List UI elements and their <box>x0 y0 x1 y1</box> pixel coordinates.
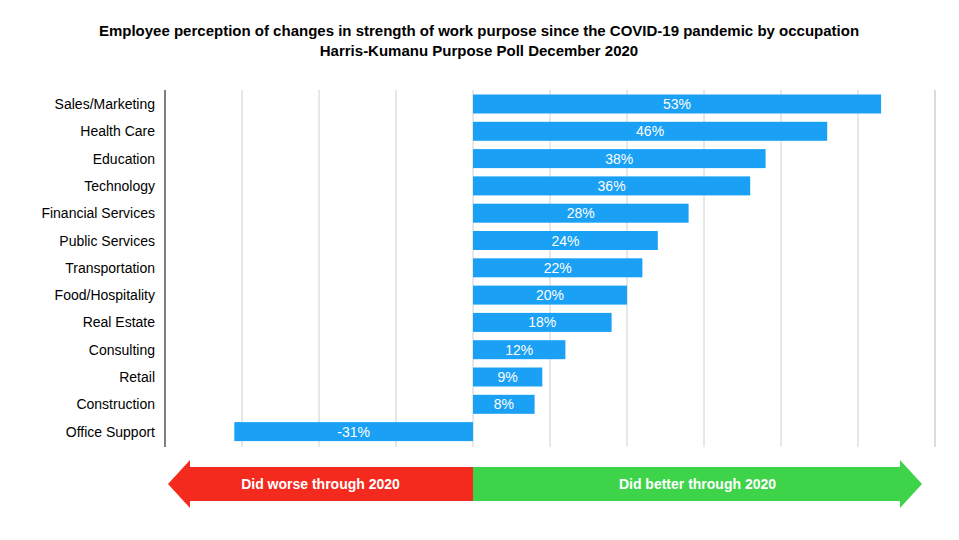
category-label: Technology <box>84 178 155 194</box>
category-label: Education <box>93 151 155 167</box>
data-label: -31% <box>337 424 370 440</box>
category-label: Food/Hospitality <box>55 287 155 303</box>
bar <box>473 258 642 277</box>
bar <box>473 149 766 168</box>
bar <box>473 368 542 387</box>
annotation: Did worse through 2020 <box>241 476 400 492</box>
data-label: 24% <box>551 233 579 249</box>
data-label: 36% <box>598 178 626 194</box>
data-label: 18% <box>528 314 556 330</box>
category-label: Sales/Marketing <box>55 96 155 112</box>
arrow-worse <box>168 460 473 508</box>
labels: Sales/Marketing 53% Health Care 46% Educatio… <box>41 96 691 440</box>
data-label: 8% <box>494 396 514 412</box>
bars <box>234 95 881 442</box>
annotation: Did better through 2020 <box>619 476 776 492</box>
category-label: Transportation <box>65 260 155 276</box>
bar <box>473 95 881 114</box>
bar <box>473 340 565 359</box>
category-label: Office Support <box>66 424 155 440</box>
category-label: Consulting <box>89 342 155 358</box>
axis-line <box>935 90 936 447</box>
arrow-better <box>473 460 922 508</box>
category-label: Health Care <box>80 123 155 139</box>
category-label: Public Services <box>59 233 155 249</box>
grid-line <box>935 90 936 447</box>
bar <box>473 395 535 414</box>
data-label: 38% <box>605 151 633 167</box>
data-label: 12% <box>505 342 533 358</box>
axis-line <box>165 90 166 447</box>
category-label: Real Estate <box>83 314 156 330</box>
category-label: Retail <box>119 369 155 385</box>
bar <box>473 313 612 332</box>
bar <box>473 122 827 141</box>
category-label: Financial Services <box>41 205 155 221</box>
data-label: 28% <box>567 205 595 221</box>
chart: Employee perception of changes in streng… <box>0 0 959 540</box>
grid-line <box>319 90 320 447</box>
title: Employee perception of changes in streng… <box>99 22 859 39</box>
grid-line <box>858 90 859 447</box>
data-label: 46% <box>636 123 664 139</box>
bar <box>473 176 750 195</box>
bar <box>473 231 658 250</box>
category-label: Construction <box>76 396 155 412</box>
bar <box>473 286 627 305</box>
bar <box>234 422 473 441</box>
grid-line <box>704 90 705 447</box>
grid-line <box>242 90 243 447</box>
grid-line <box>165 90 166 447</box>
grid-line <box>781 90 782 447</box>
subtitle: Harris-Kumanu Purpose Poll December 2020 <box>320 42 638 59</box>
bar <box>473 204 689 223</box>
data-label: 20% <box>536 287 564 303</box>
data-label: 53% <box>663 96 691 112</box>
grid-line <box>396 90 397 447</box>
data-label: 9% <box>498 369 518 385</box>
data-label: 22% <box>544 260 572 276</box>
